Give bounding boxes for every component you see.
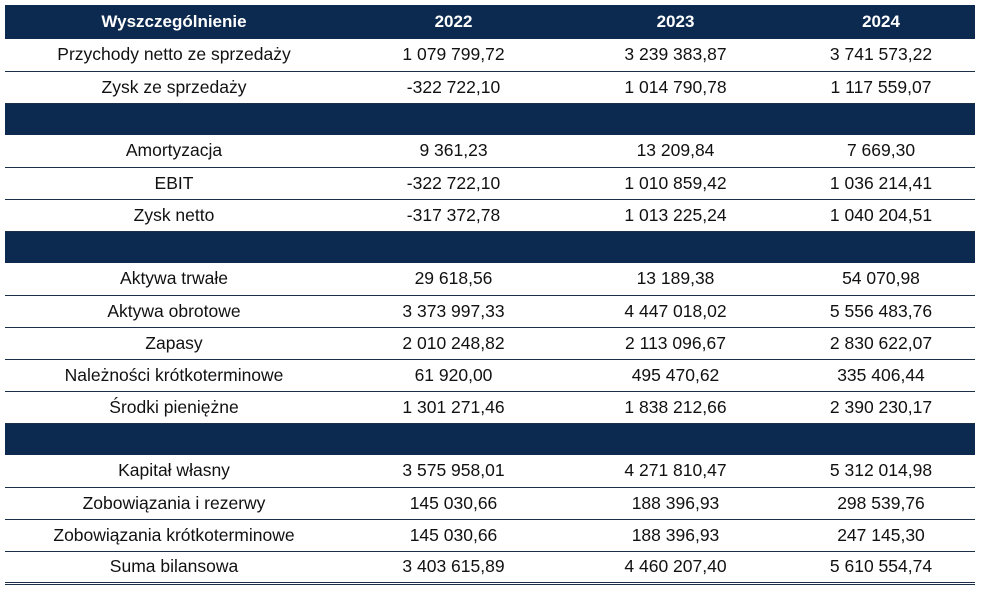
table-row: Środki pieniężne 1 301 271,46 1 838 212,66… bbox=[5, 391, 975, 424]
row-label: Amortyzacja bbox=[5, 135, 343, 168]
value-cell: 1 117 559,07 bbox=[787, 71, 975, 104]
value-cell: 13 209,84 bbox=[564, 135, 787, 168]
row-label: Zobowiązania i rezerwy bbox=[5, 487, 343, 520]
financial-table: Wyszczególnienie 2022 2023 2024 Przychod… bbox=[5, 5, 975, 585]
value-cell: -322 722,10 bbox=[343, 71, 564, 104]
header-label: Wyszczególnienie bbox=[5, 5, 343, 39]
section-separator-bar bbox=[5, 103, 975, 135]
row-label: Aktywa trwałe bbox=[5, 263, 343, 296]
value-cell: 3 239 383,87 bbox=[564, 39, 787, 72]
section-separator-bar bbox=[5, 423, 975, 455]
value-cell: 3 575 958,01 bbox=[343, 455, 564, 488]
value-cell: 1 838 212,66 bbox=[564, 391, 787, 424]
row-label: Zobowiązania krótkoterminowe bbox=[5, 519, 343, 552]
value-cell: 495 470,62 bbox=[564, 359, 787, 392]
value-cell: 2 390 230,17 bbox=[787, 391, 975, 424]
row-label: Zysk ze sprzedaży bbox=[5, 71, 343, 104]
row-label: Aktywa obrotowe bbox=[5, 295, 343, 328]
table-row: Zobowiązania i rezerwy 145 030,66 188 396,… bbox=[5, 487, 975, 520]
value-cell: 298 539,76 bbox=[787, 487, 975, 520]
value-cell: 1 301 271,46 bbox=[343, 391, 564, 424]
value-cell: 2 830 622,07 bbox=[787, 327, 975, 360]
value-cell: 1 010 859,42 bbox=[564, 167, 787, 200]
value-cell: 2 010 248,82 bbox=[343, 327, 564, 360]
table-row: Zysk netto -317 372,78 1 013 225,24 1 040 2… bbox=[5, 199, 975, 232]
table-row: Zysk ze sprzedaży -322 722,10 1 014 790,78… bbox=[5, 71, 975, 104]
section-separator bbox=[5, 103, 975, 135]
table-body: Przychody netto ze sprzedaży 1 079 799,72… bbox=[5, 39, 975, 585]
value-cell: 9 361,23 bbox=[343, 135, 564, 168]
row-label: Zapasy bbox=[5, 327, 343, 360]
value-cell: 3 741 573,22 bbox=[787, 39, 975, 72]
table-row: Amortyzacja 9 361,23 13 209,84 7 669,30 bbox=[5, 135, 975, 168]
value-cell: 3 373 997,33 bbox=[343, 295, 564, 328]
value-cell: 1 013 225,24 bbox=[564, 199, 787, 232]
value-cell: 54 070,98 bbox=[787, 263, 975, 296]
value-cell: -317 372,78 bbox=[343, 199, 564, 232]
value-cell: 145 030,66 bbox=[343, 519, 564, 552]
row-label: Środki pieniężne bbox=[5, 391, 343, 424]
value-cell: 1 079 799,72 bbox=[343, 39, 564, 72]
value-cell: 29 618,56 bbox=[343, 263, 564, 296]
value-cell: 4 460 207,40 bbox=[564, 551, 787, 585]
value-cell: 5 556 483,76 bbox=[787, 295, 975, 328]
table-row: Aktywa obrotowe 3 373 997,33 4 447 018,02 5… bbox=[5, 295, 975, 328]
table-row: Zobowiązania krótkoterminowe 145 030,66 18… bbox=[5, 519, 975, 552]
value-cell: 5 610 554,74 bbox=[787, 551, 975, 585]
table-row: Kapitał własny 3 575 958,01 4 271 810,47 5 … bbox=[5, 455, 975, 488]
header-year-2023: 2023 bbox=[564, 5, 787, 39]
table-row: Należności krótkoterminowe 61 920,00 495 4… bbox=[5, 359, 975, 392]
value-cell: -322 722,10 bbox=[343, 167, 564, 200]
value-cell: 61 920,00 bbox=[343, 359, 564, 392]
table-row: Suma bilansowa 3 403 615,89 4 460 207,40 5 … bbox=[5, 551, 975, 585]
value-cell: 13 189,38 bbox=[564, 263, 787, 296]
table-row: Zapasy 2 010 248,82 2 113 096,67 2 830 622,… bbox=[5, 327, 975, 360]
header-row: Wyszczególnienie 2022 2023 2024 bbox=[5, 5, 975, 39]
row-label: EBIT bbox=[5, 167, 343, 200]
value-cell: 5 312 014,98 bbox=[787, 455, 975, 488]
value-cell: 247 145,30 bbox=[787, 519, 975, 552]
value-cell: 7 669,30 bbox=[787, 135, 975, 168]
value-cell: 1 014 790,78 bbox=[564, 71, 787, 104]
value-cell: 2 113 096,67 bbox=[564, 327, 787, 360]
section-separator bbox=[5, 423, 975, 455]
value-cell: 4 447 018,02 bbox=[564, 295, 787, 328]
row-label: Przychody netto ze sprzedaży bbox=[5, 39, 343, 72]
table-row: EBIT -322 722,10 1 010 859,42 1 036 214,41 bbox=[5, 167, 975, 200]
table-row: Przychody netto ze sprzedaży 1 079 799,72… bbox=[5, 39, 975, 72]
value-cell: 145 030,66 bbox=[343, 487, 564, 520]
value-cell: 3 403 615,89 bbox=[343, 551, 564, 585]
row-label: Zysk netto bbox=[5, 199, 343, 232]
section-separator-bar bbox=[5, 231, 975, 263]
table-row: Aktywa trwałe 29 618,56 13 189,38 54 070,98 bbox=[5, 263, 975, 296]
header-year-2024: 2024 bbox=[787, 5, 975, 39]
row-label: Kapitał własny bbox=[5, 455, 343, 488]
row-label: Suma bilansowa bbox=[5, 551, 343, 585]
value-cell: 335 406,44 bbox=[787, 359, 975, 392]
value-cell: 188 396,93 bbox=[564, 487, 787, 520]
header-year-2022: 2022 bbox=[343, 5, 564, 39]
value-cell: 1 036 214,41 bbox=[787, 167, 975, 200]
row-label: Należności krótkoterminowe bbox=[5, 359, 343, 392]
section-separator bbox=[5, 231, 975, 263]
value-cell: 188 396,93 bbox=[564, 519, 787, 552]
value-cell: 4 271 810,47 bbox=[564, 455, 787, 488]
value-cell: 1 040 204,51 bbox=[787, 199, 975, 232]
